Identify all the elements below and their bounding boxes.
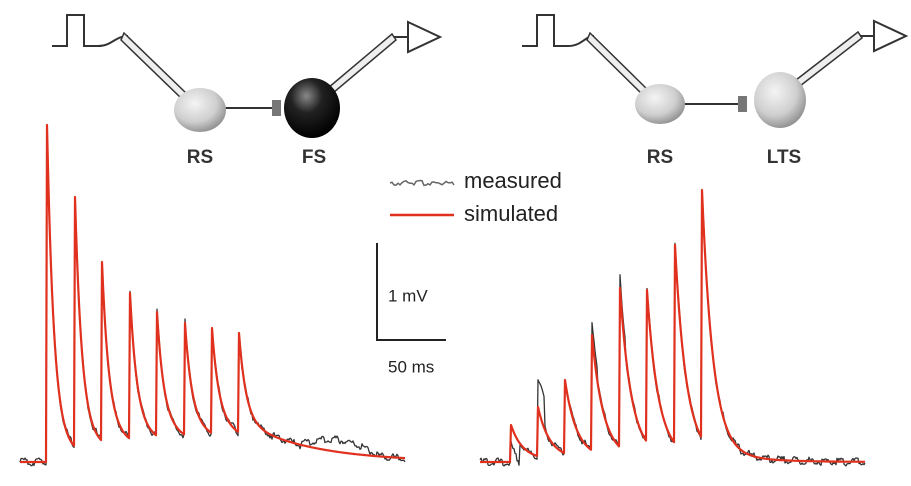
electrode: [120, 31, 188, 98]
simulated-trace: [479, 188, 866, 464]
stimulus-pulse: [522, 14, 595, 47]
legend-label: simulated: [464, 201, 558, 226]
legend-label: measured: [464, 168, 562, 193]
left-circuit: [52, 14, 443, 116]
electrode: [586, 31, 652, 97]
synapse: [272, 100, 281, 116]
rs-cell: [635, 84, 685, 124]
cell-label: RS: [647, 147, 673, 168]
traces: [19, 123, 866, 467]
scale-label: 50 ms: [388, 357, 434, 376]
cell-label: FS: [302, 147, 326, 168]
electrode: [794, 30, 864, 88]
scale-bar: [376, 243, 446, 341]
right-circuit: [522, 14, 909, 112]
electrode: [326, 32, 397, 95]
amplifier: [394, 20, 443, 54]
fs-cell: [284, 78, 340, 138]
synapse: [738, 96, 747, 112]
amplifier: [860, 19, 909, 53]
stimulus-pulse: [52, 14, 129, 47]
simulated-trace: [19, 123, 406, 464]
lts-cell: [754, 72, 806, 128]
scale-label: 1 mV: [388, 286, 428, 305]
cell-label: LTS: [767, 147, 801, 168]
legend-measured-line: [389, 179, 455, 187]
cell-label: RS: [187, 147, 213, 168]
rs-cell: [174, 88, 226, 132]
